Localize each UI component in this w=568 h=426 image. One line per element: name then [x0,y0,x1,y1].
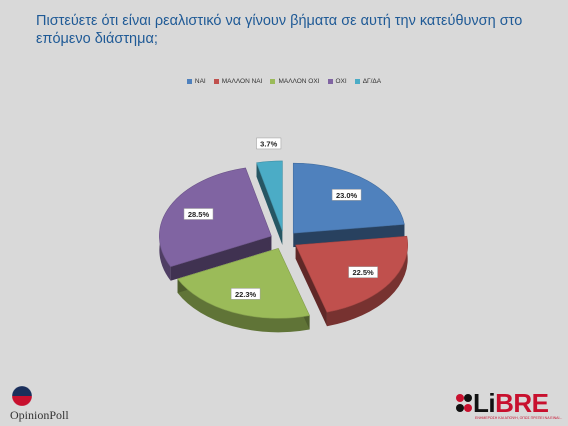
pie-slice [256,160,283,232]
libre-emblem-icon [456,394,472,412]
legend-item: ΜΑΛΛΟΝ ΟΧΙ [270,78,320,85]
pie-slice-edge [293,224,405,248]
svg-text:3.7%: 3.7% [260,139,277,148]
pie-data-label: 23.0% [331,189,362,201]
pie-slice [159,167,272,268]
legend-label: ΟΧΙ [335,78,347,85]
pie-data-label: 28.5% [183,208,214,220]
pie-tops [159,160,408,319]
legend-item: ΟΧΙ [327,78,347,85]
svg-text:28.5%: 28.5% [188,210,210,219]
pie-slice [177,247,311,319]
legend-label: ΜΑΛΛΟΝ ΝΑΙ [221,78,263,85]
libre-logo-text: LiBRE [473,388,549,418]
page-title: Πιστεύετε ότι είναι ρεαλιστικό να γίνουν… [36,13,523,47]
pie-data-label: 22.3% [230,288,261,300]
libre-tagline: ΕΝΗΜΕΡΩΣΗ ΚΑΙ ΑΠΟΨΗ, ΟΠΩΣ ΠΡΕΠΕΙ ΝΑ ΕΙΝΑ… [475,416,563,420]
svg-text:22.3%: 22.3% [235,290,257,299]
legend-label: ΝΑΙ [194,78,206,85]
pie-slice-edge [256,162,283,245]
pie-data-label: 3.7% [256,137,282,150]
legend-swatch [354,79,360,84]
legend-label: ΜΑΛΛΟΝ ΟΧΙ [278,78,320,85]
chart-legend: ΝΑΙ ΜΑΛΛΟΝ ΝΑΙ ΜΑΛΛΟΝ ΟΧΙ ΟΧΙ ΔΓ/ΔΑ [0,78,568,85]
pie-slice-side [177,278,310,333]
legend-swatch [270,79,276,84]
legend-swatch [213,79,219,84]
legend-item: ΔΓ/ΔΑ [354,78,382,85]
pie-labels: 23.0% 22.5% 22.3% 28.5% 3.7% [183,137,378,300]
legend-label: ΔΓ/ΔΑ [362,78,382,85]
legend-item: ΜΑΛΛΟΝ ΝΑΙ [213,78,263,85]
legend-swatch [327,79,333,84]
opinionpoll-logo-text: OpinionPoll [10,408,69,422]
pie-slice-edge [295,244,327,327]
svg-text:22.5%: 22.5% [352,268,374,277]
svg-text:23.0%: 23.0% [336,191,358,200]
legend-item: ΝΑΙ [186,78,206,85]
pie-slice-edge [170,236,272,281]
pie-data-label: 22.5% [348,266,378,278]
opinionpoll-logo: OpinionPoll [8,384,88,424]
legend-swatch [186,79,192,84]
libre-logo: LiBRE ΕΝΗΜΕΡΩΣΗ ΚΑΙ ΑΠΟΨΗ, ΟΠΩΣ ΠΡΕΠΕΙ Ν… [455,388,563,424]
opinionpoll-emblem-icon [11,385,33,407]
